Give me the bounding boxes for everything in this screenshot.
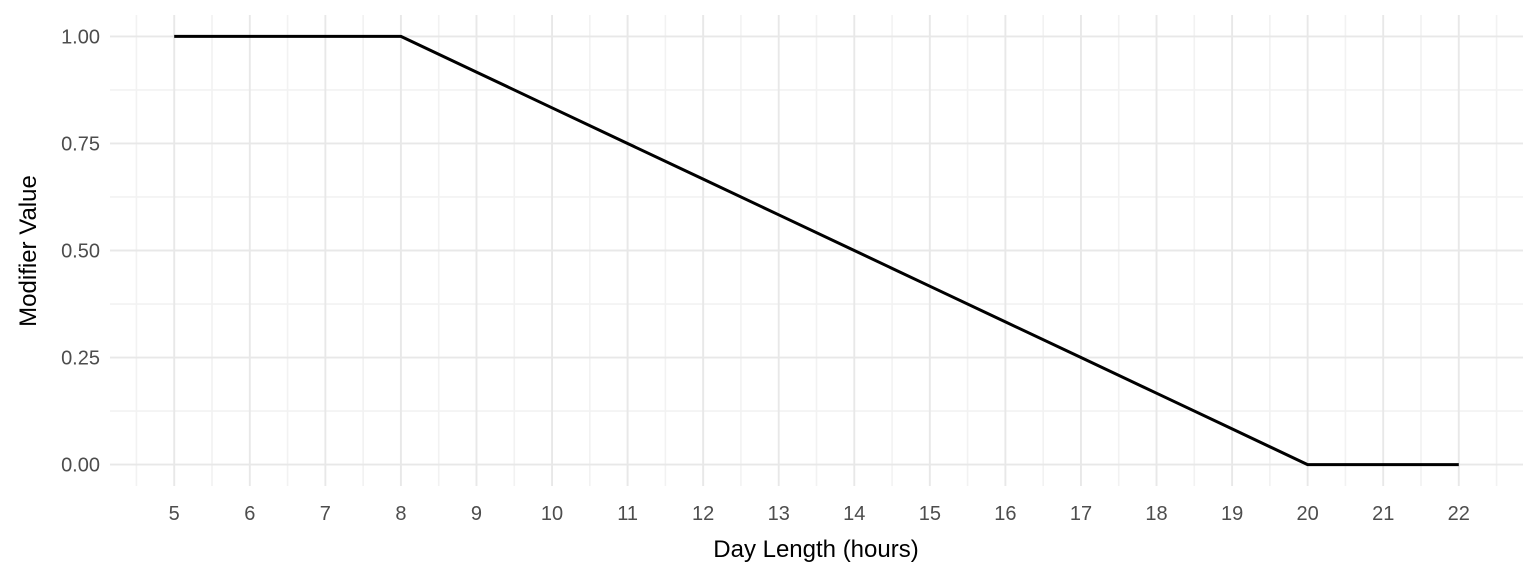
x-tick-label: 19	[1221, 503, 1243, 525]
y-tick-label: 1.00	[61, 26, 100, 48]
x-tick-label: 7	[320, 503, 331, 525]
y-tick-label: 0.75	[61, 133, 100, 155]
y-axis-title: Modifier Value	[15, 175, 42, 327]
y-tick-label: 0.50	[61, 241, 100, 263]
x-tick-label: 12	[692, 503, 714, 525]
x-tick-label: 6	[244, 503, 255, 525]
y-tick-label: 0.25	[61, 348, 100, 370]
x-tick-label: 13	[768, 503, 790, 525]
y-axis-tick-labels: 0.00 0.25 0.50 0.75 1.00	[61, 26, 100, 476]
x-tick-label: 20	[1297, 503, 1319, 525]
x-tick-label: 17	[1070, 503, 1092, 525]
x-tick-label: 11	[617, 503, 638, 525]
x-tick-label: 5	[169, 503, 180, 525]
x-tick-label: 14	[843, 503, 865, 525]
x-axis-tick-labels: 5 6 7 8 9 10 11 12 13 14 15 16 17 18 19 20 21 22	[169, 503, 1470, 525]
x-axis-title: Day Length (hours)	[713, 536, 918, 563]
x-tick-label: 15	[919, 503, 941, 525]
x-tick-label: 8	[395, 503, 406, 525]
modifier-value-line	[174, 34, 1459, 467]
x-tick-label: 9	[471, 503, 482, 525]
x-tick-label: 21	[1372, 503, 1394, 525]
y-tick-label: 0.00	[61, 455, 100, 477]
major-gridlines	[110, 15, 1523, 486]
x-tick-label: 22	[1448, 503, 1470, 525]
x-tick-label: 18	[1145, 503, 1167, 525]
x-tick-label: 10	[541, 503, 563, 525]
x-tick-label: 16	[994, 503, 1016, 525]
